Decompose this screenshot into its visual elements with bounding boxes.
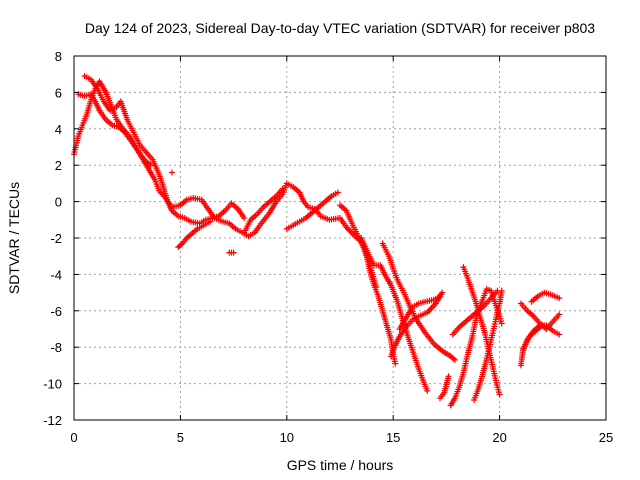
x-tick-label: 15 [386, 430, 400, 445]
series-t16 [460, 264, 503, 398]
y-tick-label: 0 [55, 195, 62, 210]
series-t6 [241, 185, 286, 236]
data-point [556, 295, 563, 302]
y-tick-label: -4 [50, 267, 62, 282]
y-tick-label: 6 [55, 85, 62, 100]
y-axis-label: SDTVAR / TECUs [6, 182, 22, 294]
y-tick-label: -2 [50, 231, 62, 246]
y-tick-label: -12 [43, 413, 62, 428]
x-tick-label: 0 [70, 430, 77, 445]
data-point [147, 162, 154, 169]
x-axis-label: GPS time / hours [287, 457, 394, 473]
data-point [437, 293, 443, 300]
data-point [451, 356, 458, 363]
data-point [392, 360, 399, 367]
series-t21 [520, 322, 546, 352]
x-tick-label: 5 [177, 430, 184, 445]
data-point [498, 320, 505, 327]
axis-ticks: 0 5 10 15 20 25 -12 -10 -8 -6 -4 -2 0 2 4 6 8 [43, 49, 613, 445]
data-point [539, 322, 546, 329]
series-t20 [528, 289, 563, 305]
data-point [334, 189, 341, 196]
chart-title: Day 124 of 2023, Sidereal Day-to-day VTE… [85, 20, 595, 36]
data-point [556, 311, 563, 318]
data-point [373, 284, 380, 291]
data-point [498, 287, 505, 294]
data-point [439, 289, 446, 296]
x-tick-label: 20 [492, 430, 506, 445]
series-t7 [283, 189, 341, 232]
series-t4 [175, 218, 214, 251]
y-tick-label: -8 [50, 340, 62, 355]
data-point [279, 185, 286, 192]
data-point [556, 331, 563, 338]
series-t17 [471, 287, 505, 403]
y-tick-label: -10 [43, 377, 62, 392]
series-t2 [75, 91, 154, 169]
data-point [241, 215, 248, 221]
data-point [496, 391, 503, 398]
series-t9 [358, 235, 431, 394]
data-point [230, 249, 237, 256]
series-t13 [437, 373, 452, 402]
series-t5 [226, 249, 237, 256]
data-point [168, 169, 175, 176]
x-tick-label: 10 [280, 430, 294, 445]
series-t22 [168, 169, 175, 176]
data-points [71, 73, 563, 409]
data-point [207, 218, 214, 225]
series-t3 [81, 73, 248, 227]
y-tick-label: 4 [55, 122, 62, 137]
x-tick-label: 25 [599, 430, 613, 445]
y-tick-label: 8 [55, 49, 62, 64]
data-point [424, 387, 431, 394]
y-tick-label: 2 [55, 158, 62, 173]
series-t12 [396, 293, 443, 332]
data-point [445, 373, 452, 380]
grid-lines [74, 56, 606, 420]
y-tick-label: -6 [50, 304, 62, 319]
